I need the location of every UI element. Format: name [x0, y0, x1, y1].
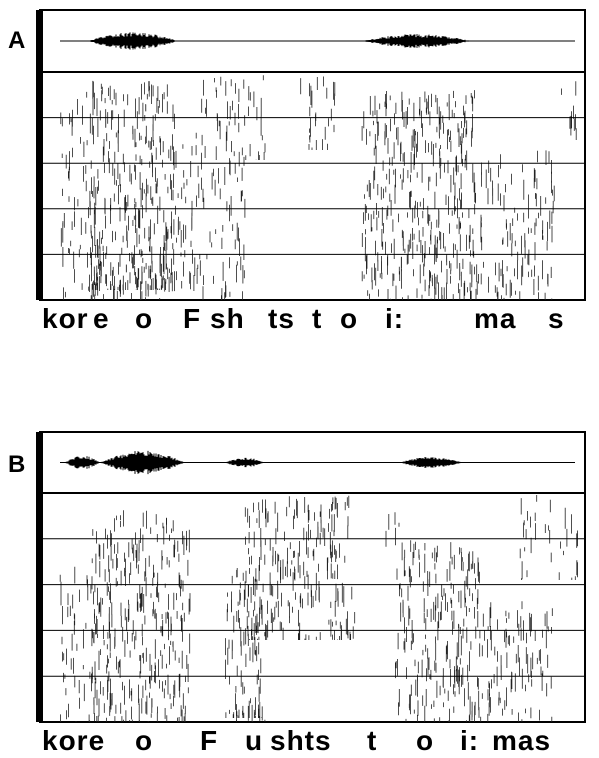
- transcription-segment: u: [245, 725, 263, 756]
- transcription-segment: s: [548, 303, 565, 334]
- transcription-segment: o: [135, 725, 153, 756]
- transcription-segment: sh: [210, 303, 245, 334]
- transcription-segment: ma: [474, 303, 516, 334]
- frame-bar: [36, 432, 43, 722]
- transcription-segment: mas: [492, 725, 551, 756]
- transcription-segment: o: [416, 725, 434, 756]
- panel-frame: [39, 431, 586, 723]
- transcription-segment: o: [135, 303, 153, 334]
- transcription-segment: kor: [42, 303, 89, 334]
- transcription-segment: t: [312, 303, 322, 334]
- panel-frame: [39, 9, 586, 301]
- panel-label: B: [8, 451, 25, 478]
- transcription-segment: ts: [268, 303, 295, 334]
- transcription-segment: shts: [270, 725, 332, 756]
- transcription-segment: i:: [385, 303, 404, 334]
- waveform: [88, 32, 472, 50]
- panel-label: A: [8, 27, 25, 54]
- transcription-segment: kore: [42, 725, 105, 756]
- transcription-segment: F: [183, 303, 201, 334]
- spectrogram: [59, 495, 578, 722]
- spectrogram: [60, 75, 577, 300]
- waveform: [65, 450, 462, 475]
- transcription-segment: F: [200, 725, 218, 756]
- transcription-segment: i:: [460, 725, 479, 756]
- frame-bar: [36, 10, 43, 300]
- transcription-segment: t: [367, 725, 377, 756]
- transcription-segment: e: [93, 303, 110, 334]
- transcription-segment: o: [340, 303, 358, 334]
